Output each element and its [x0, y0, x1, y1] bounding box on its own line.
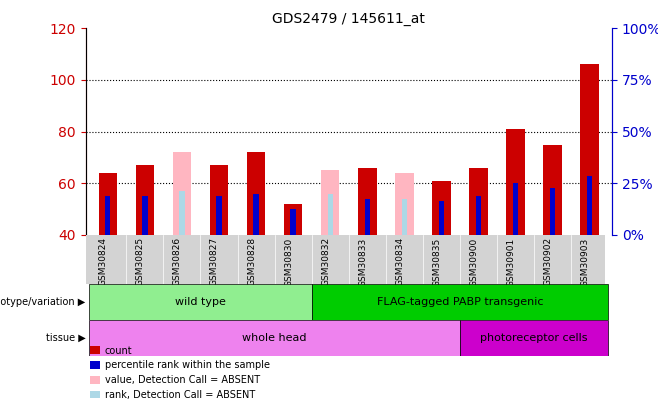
Bar [513, 183, 519, 235]
Bar [247, 152, 265, 235]
Bar [401, 199, 407, 235]
Text: whole head: whole head [242, 333, 307, 343]
Text: GSM30825: GSM30825 [136, 237, 145, 286]
Text: GSM30901: GSM30901 [507, 237, 516, 287]
Text: FLAG-tagged PABP transgenic: FLAG-tagged PABP transgenic [376, 297, 544, 307]
Bar [550, 188, 555, 235]
Bar [142, 196, 147, 235]
Text: GSM30826: GSM30826 [173, 237, 182, 286]
Text: GSM30824: GSM30824 [99, 237, 108, 286]
Bar [253, 194, 259, 235]
Bar [469, 168, 488, 235]
Text: GSM30832: GSM30832 [321, 237, 330, 286]
Bar [312, 284, 608, 320]
Bar [432, 181, 451, 235]
Bar [476, 196, 481, 235]
Text: GSM30902: GSM30902 [544, 237, 553, 286]
Bar [216, 196, 222, 235]
Bar [89, 320, 460, 356]
Text: genotype/variation ▶: genotype/variation ▶ [0, 297, 86, 307]
Bar [99, 173, 117, 235]
Text: GSM30827: GSM30827 [210, 237, 219, 286]
Bar [210, 165, 228, 235]
Bar [89, 284, 312, 320]
Title: GDS2479 / 145611_at: GDS2479 / 145611_at [272, 12, 425, 26]
Text: wild type: wild type [175, 297, 226, 307]
Bar [284, 204, 303, 235]
Bar [105, 196, 111, 235]
Bar [439, 201, 444, 235]
Text: photoreceptor cells: photoreceptor cells [480, 333, 588, 343]
Bar [365, 199, 370, 235]
Bar [179, 191, 185, 235]
Bar [172, 152, 191, 235]
Text: GSM30830: GSM30830 [284, 237, 293, 287]
Bar [587, 175, 592, 235]
Bar [395, 173, 414, 235]
Text: GSM30834: GSM30834 [395, 237, 405, 286]
Text: GSM30903: GSM30903 [581, 237, 590, 287]
Text: GSM30835: GSM30835 [432, 237, 442, 287]
Bar [544, 145, 562, 235]
Legend: count, percentile rank within the sample, value, Detection Call = ABSENT, rank, : count, percentile rank within the sample… [90, 345, 270, 400]
Bar [580, 64, 599, 235]
Bar [506, 129, 525, 235]
Bar [358, 168, 376, 235]
Bar [321, 171, 340, 235]
Bar [290, 209, 296, 235]
Text: GSM30828: GSM30828 [247, 237, 256, 286]
Text: tissue ▶: tissue ▶ [46, 333, 86, 343]
Text: GSM30833: GSM30833 [358, 237, 367, 287]
Text: GSM30900: GSM30900 [470, 237, 478, 287]
Bar [328, 194, 333, 235]
Bar [460, 320, 608, 356]
Bar [136, 165, 154, 235]
